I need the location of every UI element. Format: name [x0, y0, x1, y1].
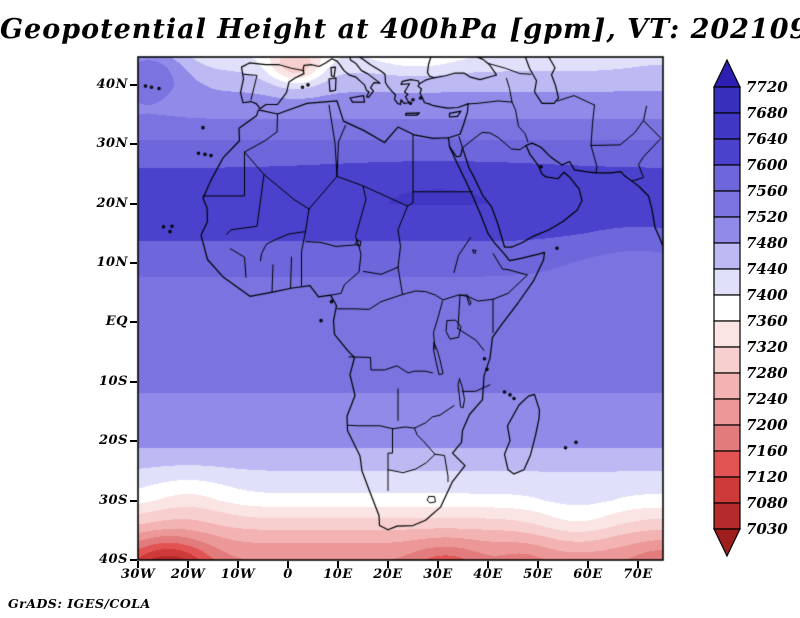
colorbar-label: 7600 [746, 156, 788, 174]
y-axis-tick [130, 143, 137, 146]
colorbar-label: 7440 [746, 260, 788, 278]
y-axis-label: 20N [96, 195, 128, 211]
grads-attribution: GrADS: IGES/COLA [8, 596, 151, 611]
y-axis-label: 30S [99, 492, 128, 508]
colorbar-segment [713, 216, 741, 244]
colorbar-label: 7160 [746, 442, 788, 460]
colorbar-label: 7200 [746, 416, 788, 434]
x-axis-label: 10E [323, 567, 353, 582]
x-axis-label: 20E [373, 567, 403, 582]
x-axis-tick [137, 561, 139, 568]
colorbar-label: 7560 [746, 182, 788, 200]
x-axis-tick [437, 561, 439, 568]
colorbar-segment [713, 86, 741, 114]
x-axis-label: 30E [423, 567, 453, 582]
colorbar-segment [713, 424, 741, 452]
colorbar-segment [713, 112, 741, 140]
colorbar-segment [713, 450, 741, 478]
colorbar-label: 7120 [746, 468, 788, 486]
colorbar-segment [713, 164, 741, 192]
x-axis-tick [337, 561, 339, 568]
x-axis-tick [587, 561, 589, 568]
x-axis-label: 60E [573, 567, 603, 582]
colorbar-label: 7400 [746, 286, 788, 304]
colorbar-segment [713, 242, 741, 270]
colorbar-label: 7320 [746, 338, 788, 356]
x-axis-label: 50E [523, 567, 553, 582]
colorbar-segment [713, 398, 741, 426]
y-axis-tick [130, 559, 137, 561]
colorbar-segment [713, 294, 741, 322]
x-axis-tick [287, 561, 289, 568]
x-axis-tick [237, 561, 239, 568]
x-axis-tick [187, 561, 189, 568]
colorbar-segment [713, 268, 741, 296]
colorbar-segment [713, 190, 741, 218]
colorbar-label: 7520 [746, 208, 788, 226]
colorbar-label: 7240 [746, 390, 788, 408]
y-axis-label: EQ [105, 314, 128, 330]
x-axis-label: 70E [623, 567, 653, 582]
colorbar-label: 7480 [746, 234, 788, 252]
y-axis-tick [130, 440, 137, 443]
colorbar-label: 7680 [746, 104, 788, 122]
y-axis-tick [130, 380, 137, 383]
colorbar-label: 7640 [746, 130, 788, 148]
colorbar-label: 7720 [746, 78, 788, 96]
colorbar-label: 7030 [746, 520, 788, 538]
colorbar-arrow-down [713, 528, 741, 558]
y-axis-label: 40S [99, 552, 128, 567]
colorbar-segment [713, 502, 741, 530]
x-axis-tick [537, 561, 539, 568]
y-axis-tick [130, 321, 137, 324]
x-axis-label: 30W [120, 567, 156, 582]
colorbar-label: 7080 [746, 494, 788, 512]
colorbar-segment [713, 476, 741, 504]
x-axis-label: 0 [283, 567, 293, 582]
x-axis-label: 10W [220, 567, 256, 582]
colorbar-label: 7280 [746, 364, 788, 382]
colorbar-svg: 7720 7680 7640 7600 7560 7520 7480 7440 7400 7360… [713, 58, 788, 558]
y-axis-tick [130, 83, 137, 86]
colorbar-label: 7360 [746, 312, 788, 330]
colorbar-segment [713, 320, 741, 348]
x-axis-tick [387, 561, 389, 568]
x-axis-tick [487, 561, 489, 568]
colorbar-segment [713, 346, 741, 374]
y-axis-label: 20S [99, 433, 128, 449]
x-axis-label: 20W [170, 567, 206, 582]
colorbar-segment [713, 138, 741, 166]
colorbar-arrow-up [713, 58, 741, 88]
y-axis-tick [130, 499, 137, 502]
y-axis-label: 30N [96, 136, 128, 152]
y-axis-label: 10S [99, 373, 128, 389]
y-axis-tick [130, 262, 137, 265]
y-axis-label: 40N [96, 76, 128, 92]
y-axis-label: 10N [96, 255, 128, 271]
colorbar-segment [713, 372, 741, 400]
y-axis-tick [130, 202, 137, 205]
x-axis-tick [637, 561, 639, 568]
x-axis-label: 40E [473, 567, 503, 582]
